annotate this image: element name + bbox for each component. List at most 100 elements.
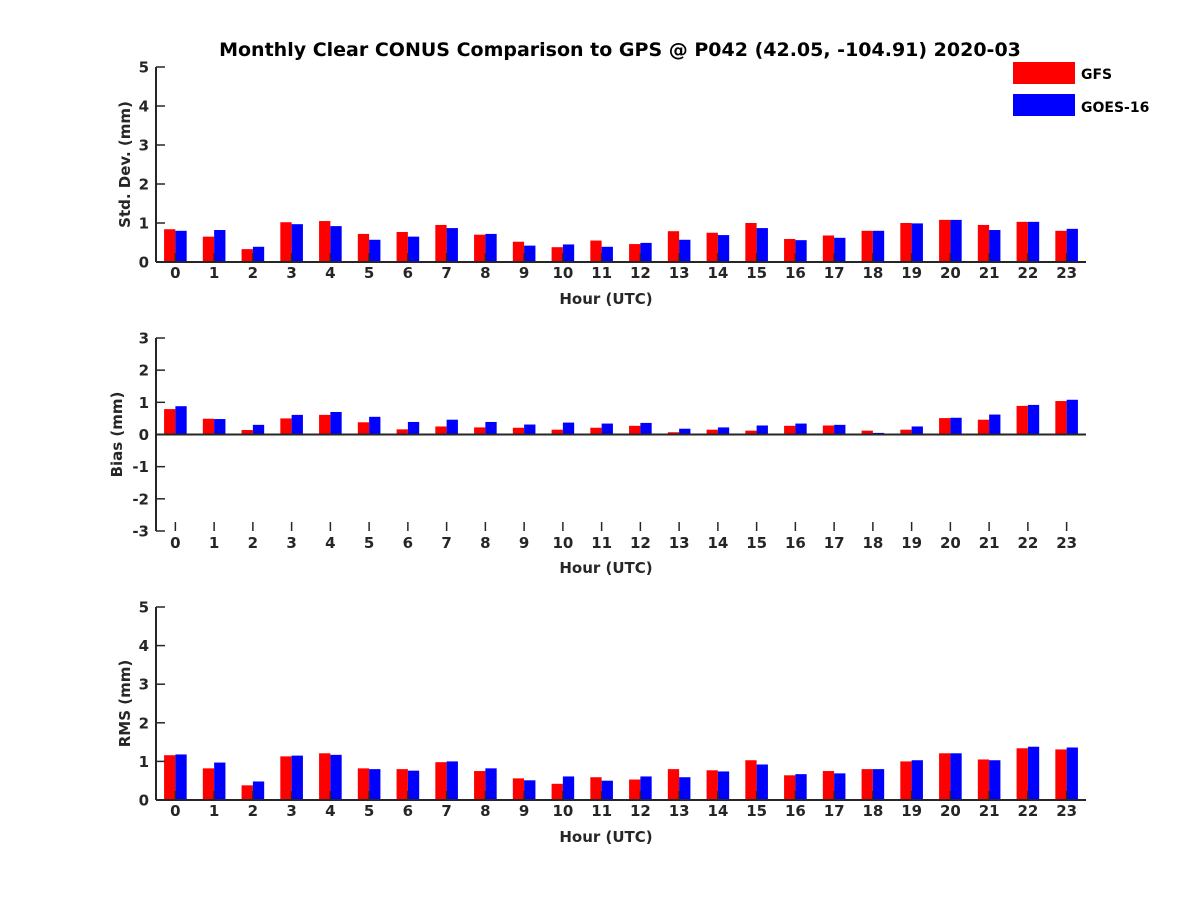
rms-bar-goes-16-hour-12 <box>640 776 652 800</box>
std-dev-bar-goes-16-hour-20 <box>950 219 962 262</box>
bias-bar-gfs-hour-0 <box>164 409 176 435</box>
bias-y-tick-label: -3 <box>132 523 149 541</box>
std-dev-bar-goes-16-hour-19 <box>911 223 923 262</box>
legend: GFS GOES-16 <box>1013 62 1149 116</box>
bias-bar-goes-16-hour-12 <box>640 422 652 435</box>
rms-bar-gfs-hour-15 <box>745 760 757 800</box>
rms-bar-goes-16-hour-11 <box>601 780 613 800</box>
bias-x-tick-label: 3 <box>286 534 296 552</box>
std-dev-bar-goes-16-hour-22 <box>1027 221 1040 262</box>
bias-x-tick-label: 6 <box>403 534 413 552</box>
std-dev-x-tick-label: 17 <box>824 264 845 282</box>
bias-bar-gfs-hour-19 <box>900 429 912 435</box>
std-dev-bar-goes-16-hour-9 <box>524 245 536 262</box>
std-dev-bar-goes-16-hour-4 <box>330 226 342 262</box>
rms-bar-gfs-hour-11 <box>590 777 602 800</box>
std-dev-x-tick-label: 20 <box>940 264 961 282</box>
rms-bar-gfs-hour-19 <box>900 761 912 800</box>
std-dev-bar-goes-16-hour-18 <box>872 230 885 262</box>
rms-bar-goes-16-hour-3 <box>291 755 303 800</box>
rms-bar-goes-16-hour-4 <box>330 754 342 800</box>
std-dev-bar-gfs-hour-4 <box>319 221 331 262</box>
bias-bar-gfs-hour-5 <box>357 422 370 435</box>
rms-bar-gfs-hour-4 <box>319 753 331 800</box>
std-dev-bar-gfs-hour-3 <box>280 222 292 262</box>
bias-y-axis-label: Bias (mm) <box>108 392 126 478</box>
rms-bar-gfs-hour-13 <box>667 769 680 800</box>
rms-bar-goes-16-hour-1 <box>214 762 226 800</box>
legend-label-goes16: GOES-16 <box>1081 100 1149 116</box>
bias-bar-goes-16-hour-16 <box>795 423 807 435</box>
std-dev-bar-gfs-hour-12 <box>629 244 641 262</box>
bias-bar-goes-16-hour-21 <box>989 414 1001 435</box>
rms-x-tick-label: 14 <box>707 802 728 820</box>
rms-x-tick-label: 22 <box>1017 802 1038 820</box>
legend-label-gfs: GFS <box>1081 67 1112 83</box>
rms-bar-gfs-hour-21 <box>977 759 990 800</box>
bias-x-tick-label: 17 <box>824 534 845 552</box>
std-dev-x-tick-label: 9 <box>519 264 529 282</box>
std-dev-y-tick-label: 5 <box>139 59 149 77</box>
bias-y-tick-label: -2 <box>132 490 149 508</box>
std-dev-x-tick-label: 6 <box>403 264 413 282</box>
std-dev-bar-gfs-hour-23 <box>1055 230 1067 262</box>
bias-x-tick-label: 8 <box>480 534 490 552</box>
bias-y-tick-label: 3 <box>139 330 149 348</box>
rms-bar-goes-16-hour-2 <box>252 781 265 800</box>
std-dev-y-tick-label: 2 <box>139 176 149 194</box>
std-dev-bar-goes-16-hour-11 <box>601 246 613 262</box>
std-dev-bar-gfs-hour-2 <box>241 249 253 262</box>
bias-x-tick-label: 20 <box>940 534 961 552</box>
bias-bar-gfs-hour-22 <box>1016 405 1028 435</box>
bias-x-tick-label: 23 <box>1056 534 1077 552</box>
bias-bar-gfs-hour-9 <box>512 427 525 435</box>
std-dev-bar-goes-16-hour-13 <box>679 239 691 262</box>
rms-x-tick-label: 11 <box>591 802 612 820</box>
std-dev-bar-goes-16-hour-23 <box>1066 228 1078 262</box>
bias-bar-gfs-hour-2 <box>241 430 253 435</box>
rms-bar-gfs-hour-0 <box>164 755 176 800</box>
bias-bar-gfs-hour-1 <box>202 418 215 435</box>
std-dev-x-tick-label: 0 <box>170 264 180 282</box>
std-dev-x-tick-label: 22 <box>1017 264 1038 282</box>
rms-y-tick-label: 5 <box>139 599 149 617</box>
std-dev-x-tick-label: 18 <box>862 264 883 282</box>
bias-bar-gfs-hour-18 <box>861 430 873 435</box>
bias-x-tick-label: 13 <box>669 534 690 552</box>
std-dev-bar-gfs-hour-13 <box>667 231 680 262</box>
bias-bar-goes-16-hour-2 <box>252 424 265 435</box>
std-dev-x-tick-label: 10 <box>552 264 573 282</box>
std-dev-x-tick-label: 16 <box>785 264 806 282</box>
std-dev-bar-goes-16-hour-6 <box>407 236 420 262</box>
rms-y-axis-label: RMS (mm) <box>116 660 134 747</box>
std-dev-bar-gfs-hour-20 <box>939 219 951 262</box>
rms-bar-gfs-hour-14 <box>706 770 718 800</box>
rms-bar-gfs-hour-16 <box>784 775 796 800</box>
rms-x-tick-label: 5 <box>364 802 374 820</box>
bias-bar-gfs-hour-7 <box>435 426 447 435</box>
std-dev-y-tick-label: 0 <box>139 254 149 272</box>
std-dev-y-axis-label: Std. Dev. (mm) <box>116 101 134 228</box>
bias-bar-gfs-hour-13 <box>667 432 680 435</box>
rms-bar-gfs-hour-8 <box>474 771 486 800</box>
std-dev-bar-gfs-hour-14 <box>706 232 718 262</box>
std-dev-x-tick-label: 15 <box>746 264 767 282</box>
legend-swatch-goes16 <box>1013 94 1075 116</box>
std-dev-bar-goes-16-hour-10 <box>562 244 575 262</box>
rms-bar-goes-16-hour-10 <box>562 776 575 800</box>
rms-y-tick-label: 3 <box>139 676 149 694</box>
rms-bar-goes-16-hour-16 <box>795 774 807 800</box>
rms-bar-gfs-hour-23 <box>1055 749 1067 800</box>
rms-bar-goes-16-hour-22 <box>1027 746 1040 800</box>
rms-x-tick-label: 6 <box>403 802 413 820</box>
bias-x-tick-label: 18 <box>862 534 883 552</box>
bias-bar-goes-16-hour-9 <box>524 424 536 435</box>
rms-x-tick-label: 3 <box>286 802 296 820</box>
rms-bar-gfs-hour-17 <box>822 771 835 800</box>
std-dev-bar-goes-16-hour-15 <box>756 228 768 262</box>
rms-x-tick-label: 19 <box>901 802 922 820</box>
std-dev-x-tick-label: 21 <box>979 264 1000 282</box>
bias-x-tick-label: 0 <box>170 534 180 552</box>
bias-y-tick-label: 0 <box>139 426 149 444</box>
